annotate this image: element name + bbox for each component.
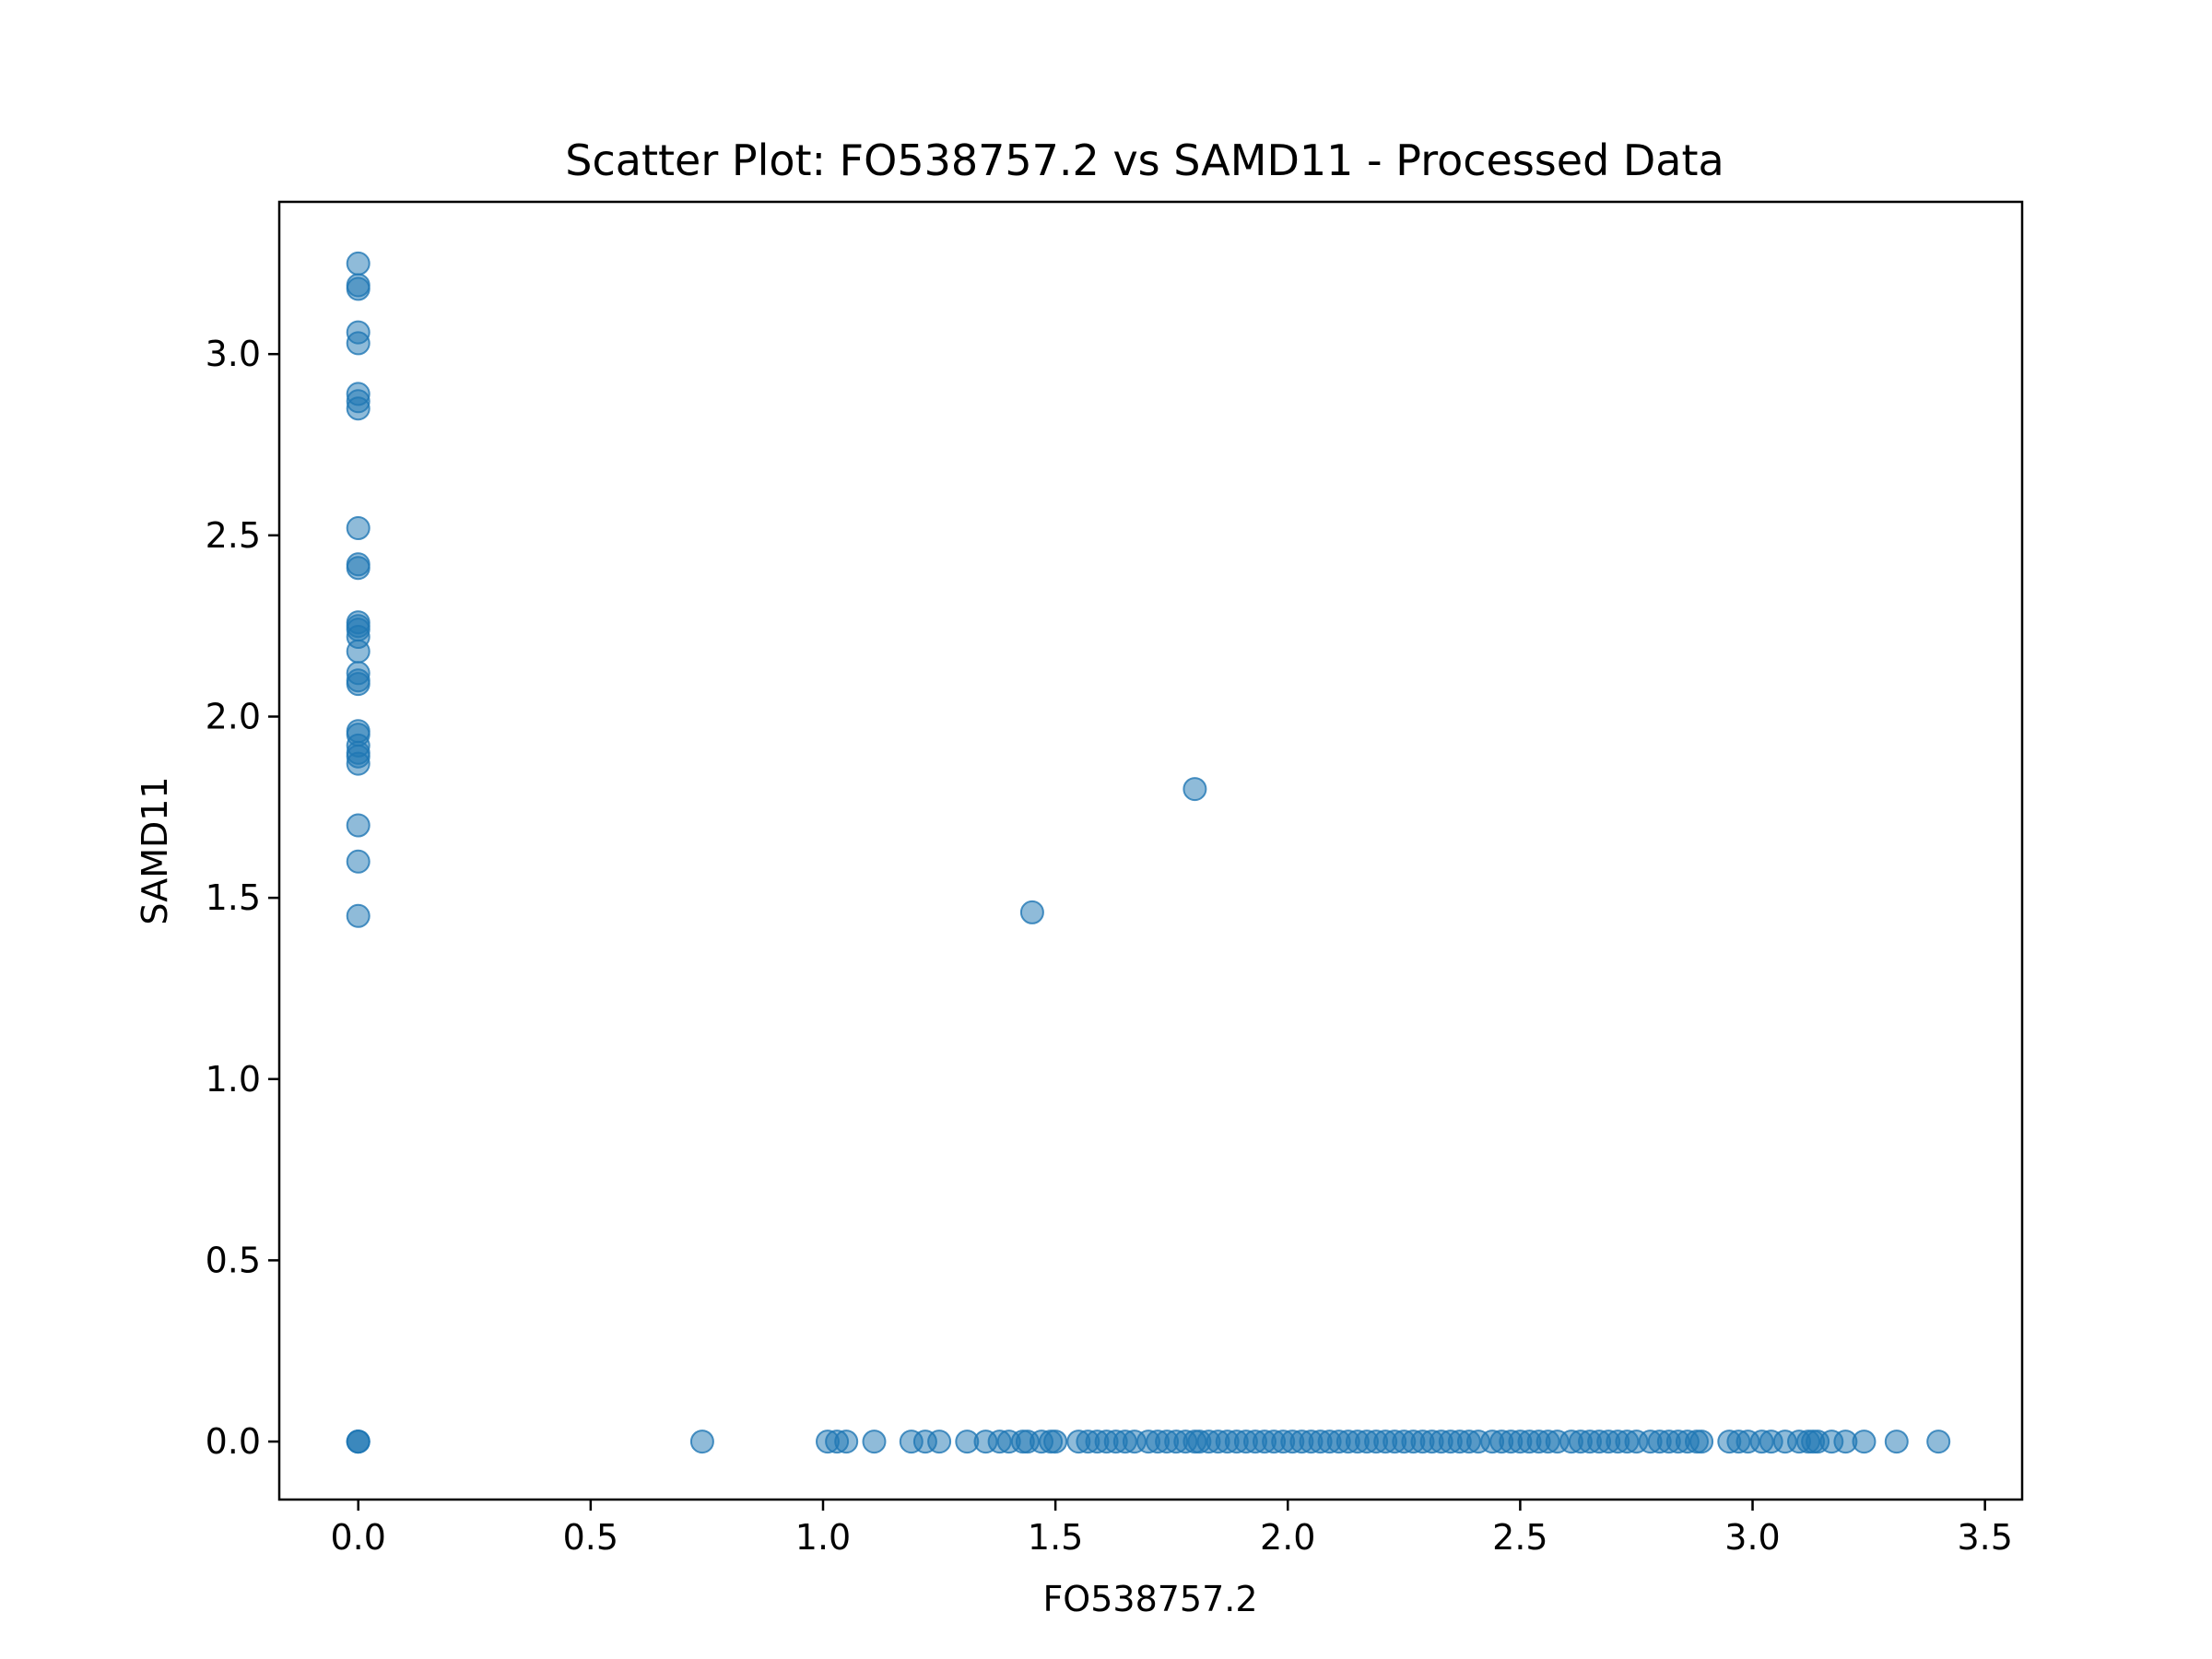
scatter-point xyxy=(346,331,371,356)
y-tick-label: 2.0 xyxy=(206,696,261,736)
scatter-point xyxy=(1019,900,1044,924)
scatter-point xyxy=(927,1430,952,1454)
y-axis: 0.0 0.5 1.0 1.5 2.0 2.5 3.0 xyxy=(206,334,279,1462)
scatter-point xyxy=(346,556,371,581)
x-tick-label: 2.0 xyxy=(1260,1517,1315,1558)
scatter-point xyxy=(346,672,371,697)
y-axis-label: SAMD11 xyxy=(135,776,175,924)
x-axis-label: FO538757.2 xyxy=(1042,1579,1257,1619)
chart-title: Scatter Plot: FO538757.2 vs SAMD11 - Pro… xyxy=(565,135,1724,185)
scatter-point xyxy=(346,751,371,776)
scatter-point xyxy=(346,813,371,838)
scatter-point xyxy=(1043,1430,1068,1454)
scatter-point xyxy=(1926,1430,1951,1454)
scatter-point xyxy=(1689,1430,1714,1454)
x-tick-label: 3.0 xyxy=(1724,1517,1780,1558)
scatter-point xyxy=(1182,777,1207,802)
scatter-point xyxy=(346,1430,371,1454)
scatter-point xyxy=(346,903,371,928)
x-tick-label: 2.5 xyxy=(1492,1517,1547,1558)
x-tick-label: 0.0 xyxy=(331,1517,386,1558)
scatter-point xyxy=(346,516,371,540)
y-tick-label: 0.5 xyxy=(206,1240,261,1280)
x-tick-label: 1.5 xyxy=(1028,1517,1083,1558)
y-tick-label: 1.5 xyxy=(206,877,261,918)
scatter-point xyxy=(834,1430,859,1454)
x-tick-label: 0.5 xyxy=(563,1517,618,1558)
x-axis: 0.0 0.5 1.0 1.5 2.0 2.5 3.0 3.5 xyxy=(331,1500,2013,1558)
scatter-point xyxy=(689,1430,714,1454)
scatter-point xyxy=(346,396,371,421)
plot-frame xyxy=(277,200,2024,1501)
scatter-point xyxy=(1884,1430,1909,1454)
x-tick-label: 1.0 xyxy=(795,1517,851,1558)
y-tick-label: 3.0 xyxy=(206,334,261,374)
scatter-point xyxy=(346,849,371,874)
points-layer xyxy=(346,251,1951,1454)
x-tick-label: 3.5 xyxy=(1957,1517,2012,1558)
scatter-point xyxy=(346,251,371,276)
scatter-point xyxy=(1852,1430,1877,1454)
scatter-point xyxy=(346,276,371,301)
y-tick-label: 1.0 xyxy=(206,1059,261,1100)
scatter-point xyxy=(862,1430,887,1454)
scatter-point xyxy=(346,639,371,664)
y-tick-label: 2.5 xyxy=(206,515,261,556)
y-tick-label: 0.0 xyxy=(206,1421,261,1462)
